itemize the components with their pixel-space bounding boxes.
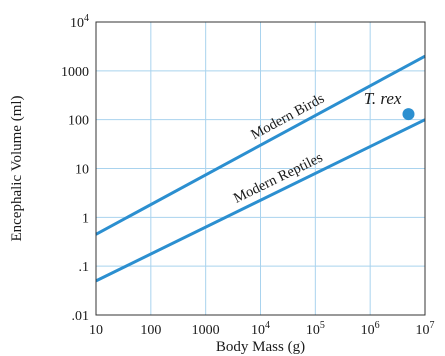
data-point-t-rex — [402, 108, 415, 121]
x-axis-ticks: 10 100 1000 104 105 106 107 — [89, 320, 435, 338]
series-label-modern-reptiles: Modern Reptiles — [231, 150, 326, 207]
x-tick-label-text: 100 — [140, 323, 161, 338]
x-tick-label-text: 10 — [251, 323, 265, 338]
series-line-modern-reptiles — [95, 118, 426, 283]
y-tick-label-text: 10 — [70, 16, 84, 31]
x-tick-label: 107 — [416, 320, 435, 338]
x-tick-label: 104 — [251, 320, 270, 338]
plot-frame — [95, 21, 426, 316]
y-tick-label-text: .1 — [79, 260, 90, 275]
y-tick-label: 100 — [68, 114, 89, 129]
data-points: T. rex — [364, 89, 415, 121]
y-tick-label: .1 — [79, 260, 90, 275]
x-tick-label: 10 — [89, 323, 103, 338]
series-lines — [95, 54, 426, 283]
x-tick-label: 1000 — [192, 323, 220, 338]
x-tick-label-text: 10 — [361, 323, 375, 338]
x-axis-label: Body Mass (g) — [216, 339, 305, 355]
x-tick-label-text: 10 — [89, 323, 103, 338]
x-tick-label-text: 1000 — [192, 323, 220, 338]
y-tick-label-text: 1 — [82, 211, 89, 226]
data-point-label-t-rex: T. rex — [364, 89, 402, 108]
y-tick-label-text: 1000 — [61, 65, 89, 80]
y-tick-label: 104 — [70, 13, 89, 31]
x-tick-label-exponent: 6 — [375, 320, 380, 331]
y-tick-label-exponent: 4 — [84, 13, 89, 24]
y-tick-label: .01 — [72, 309, 90, 324]
y-tick-label-text: 10 — [75, 163, 89, 178]
x-tick-label-exponent: 7 — [430, 320, 435, 331]
y-axis-label: Encephalic Volume (ml) — [9, 95, 25, 241]
grid — [95, 21, 426, 316]
y-tick-label: 10 — [75, 163, 89, 178]
y-tick-label: 1000 — [61, 65, 89, 80]
x-tick-label: 100 — [140, 323, 161, 338]
x-tick-label: 105 — [306, 320, 325, 338]
y-tick-label-text: 100 — [68, 114, 89, 129]
y-tick-label: 1 — [82, 211, 89, 226]
x-tick-label-exponent: 5 — [320, 320, 325, 331]
series-line-modern-birds — [95, 54, 426, 236]
x-tick-label-exponent: 4 — [265, 320, 270, 331]
x-tick-label: 106 — [361, 320, 380, 338]
y-tick-label-text: .01 — [72, 309, 90, 324]
x-tick-label-text: 10 — [416, 323, 430, 338]
x-tick-label-text: 10 — [306, 323, 320, 338]
